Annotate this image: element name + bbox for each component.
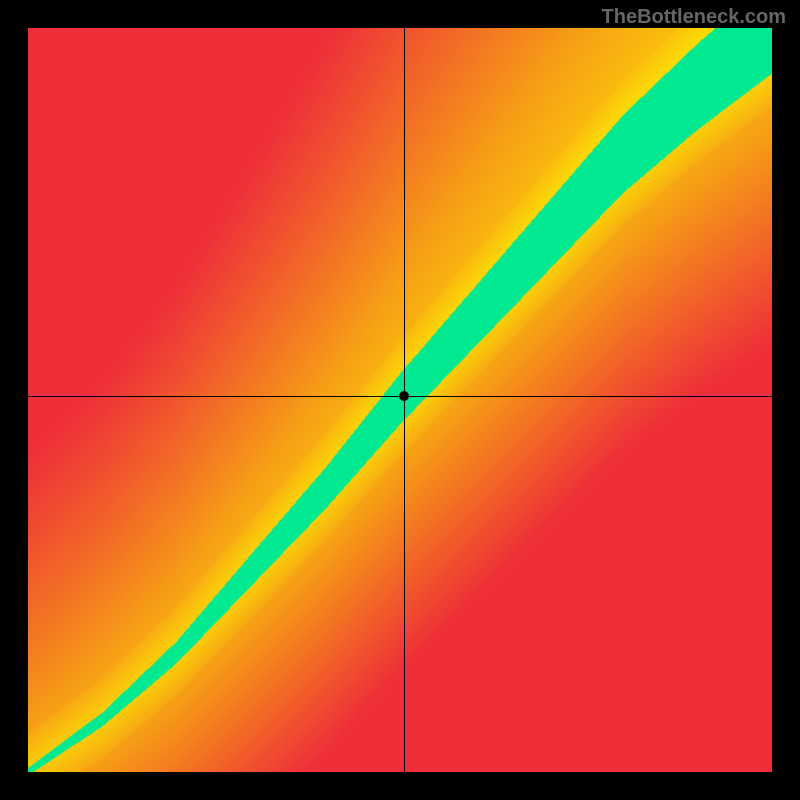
watermark-text: TheBottleneck.com [602, 6, 786, 29]
crosshair-marker [399, 391, 409, 401]
plot-area [28, 28, 772, 772]
